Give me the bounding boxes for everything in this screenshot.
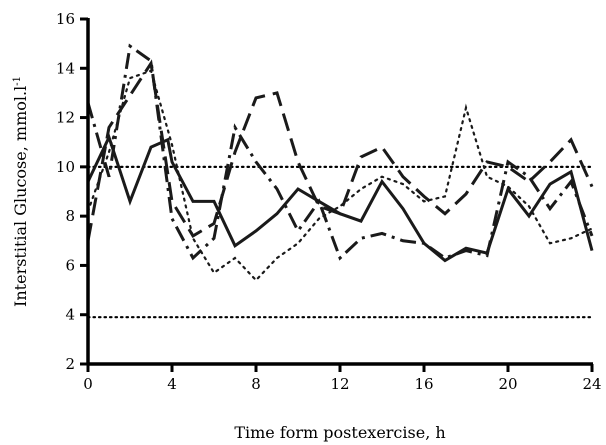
y-tick-label-14: 14 (56, 59, 75, 77)
axes (86, 18, 593, 366)
y-tick-label-6: 6 (65, 256, 75, 274)
series-line-0-solid (86, 133, 594, 263)
series-line-1-dashed (86, 59, 594, 242)
y-axis-title-superscript: -1 (12, 76, 23, 86)
x-tick-label-16: 16 (414, 375, 433, 393)
x-tick-label-20: 20 (498, 375, 517, 393)
x-tick-label-12: 12 (330, 375, 349, 393)
y-tick-label-4: 4 (65, 306, 75, 324)
x-axis-title: Time form postexercise, h (234, 423, 445, 442)
y-axis-title: Interstitial Glucose, mmol.l-1 (11, 76, 30, 307)
y-tick-label-10: 10 (56, 158, 75, 176)
axis-labels: Time form postexercise, h Interstitial Gl… (11, 76, 446, 442)
y-axis-title-main: Interstitial Glucose, mmol.l (11, 86, 30, 307)
series-layer (86, 43, 594, 282)
y-tick-label-16: 16 (56, 10, 75, 28)
y-tick-label-8: 8 (65, 207, 75, 225)
x-tick-label-24: 24 (582, 375, 601, 393)
x-tick-label-4: 4 (167, 375, 177, 393)
series-line-3-dotted (86, 69, 594, 282)
y-tick-label-2: 2 (65, 355, 75, 373)
y-tick-label-12: 12 (56, 109, 75, 127)
x-tick-label-8: 8 (251, 375, 261, 393)
x-tick-label-0: 0 (83, 375, 93, 393)
reference-lines (86, 165, 594, 319)
series-line-2-dashdot (86, 43, 594, 261)
